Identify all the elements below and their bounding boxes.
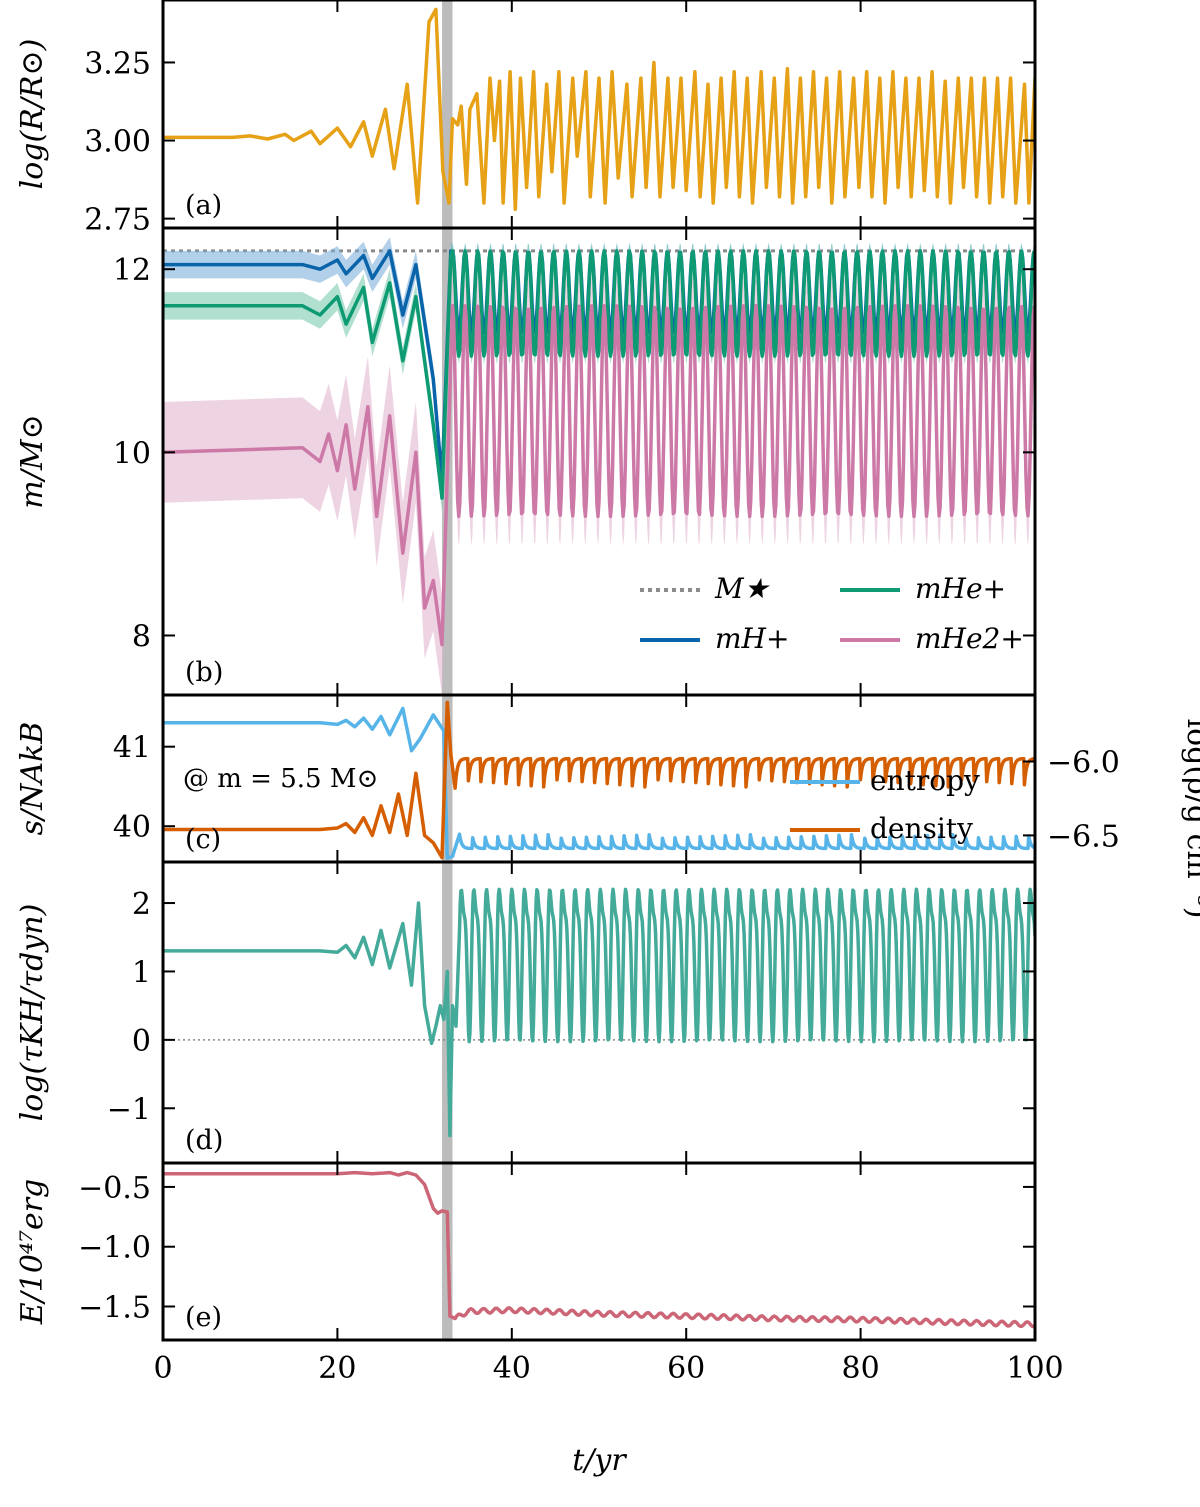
series-line-mHe2+ bbox=[163, 304, 1035, 647]
panel-label-b: (b) bbox=[185, 657, 223, 688]
y-axis-label-a: log(R/R⊙) bbox=[15, 39, 50, 190]
panel-label-d: (d) bbox=[185, 1125, 223, 1156]
series-line-timescale ratio bbox=[163, 887, 1035, 1138]
x-axis-label: t/yr bbox=[572, 1443, 627, 1478]
y-axis-label-right: log(ρ/g cm⁻³) bbox=[1180, 719, 1200, 919]
y-axis-label-c: s/NAkB bbox=[15, 722, 50, 836]
y-tick-label: 41 bbox=[113, 731, 151, 766]
y-tick-label: −1.0 bbox=[78, 1231, 151, 1266]
y-axis-label-b: m/M⊙ bbox=[15, 414, 50, 508]
legend-label: density bbox=[870, 812, 973, 845]
y-tick-label: 10 bbox=[113, 436, 151, 471]
y-axis-label-d: log(τKH/τdyn) bbox=[15, 904, 50, 1122]
x-tick-label: 20 bbox=[318, 1351, 356, 1386]
y-tick-label: 40 bbox=[113, 810, 151, 845]
y-tick-label: −1.5 bbox=[78, 1291, 151, 1326]
x-tick-label: 0 bbox=[153, 1351, 172, 1386]
legend-label: mHe+ bbox=[915, 572, 1006, 605]
y-tick-label: 3.00 bbox=[84, 125, 151, 160]
y-tick-label: −0.5 bbox=[78, 1171, 151, 1206]
series-line-mHe+ bbox=[163, 249, 1035, 500]
y-tick-label: 2.75 bbox=[84, 203, 151, 238]
y-tick-label: −1 bbox=[107, 1092, 151, 1127]
y-tick-label: 0 bbox=[132, 1024, 151, 1059]
legend-label: mH+ bbox=[715, 622, 789, 655]
panel-label-e: (e) bbox=[185, 1302, 222, 1333]
x-tick-label: 40 bbox=[493, 1351, 531, 1386]
x-tick-label: 80 bbox=[842, 1351, 880, 1386]
panel-e-frame bbox=[161, 1161, 1037, 1342]
panel-label-c: (c) bbox=[185, 824, 221, 855]
y-tick-label: 2 bbox=[132, 887, 151, 922]
panel-a-plot bbox=[163, 7, 1035, 212]
panel-d-plot bbox=[163, 887, 1035, 1138]
series-line-energy bbox=[163, 1170, 1035, 1329]
y-axis-label-e: E/10⁴⁷erg bbox=[15, 1179, 50, 1326]
y-tick-label-right: −6.0 bbox=[1047, 746, 1120, 781]
series-line-entropy bbox=[163, 706, 1035, 860]
panel-c-plot bbox=[163, 700, 1035, 860]
panel-b-plot bbox=[163, 237, 1035, 695]
x-tick-label: 60 bbox=[667, 1351, 705, 1386]
x-tick-label: 100 bbox=[1006, 1351, 1063, 1386]
series-line-density bbox=[163, 700, 1035, 860]
legend-label: M★ bbox=[714, 572, 771, 605]
panel-annotation: @ m = 5.5 M⊙ bbox=[183, 764, 378, 794]
series-line-radius bbox=[163, 7, 1035, 212]
y-tick-label: 8 bbox=[132, 619, 151, 654]
panel-e-plot bbox=[163, 1170, 1035, 1329]
y-tick-label: 1 bbox=[132, 955, 151, 990]
legend-label: entropy bbox=[870, 764, 980, 797]
y-tick-label: 12 bbox=[113, 253, 151, 288]
highlight-band bbox=[442, 0, 453, 1340]
legend-label: mHe2+ bbox=[915, 622, 1024, 655]
panel-label-a: (a) bbox=[185, 190, 222, 221]
y-tick-label-right: −6.5 bbox=[1047, 819, 1120, 854]
y-tick-label: 3.25 bbox=[84, 46, 151, 81]
